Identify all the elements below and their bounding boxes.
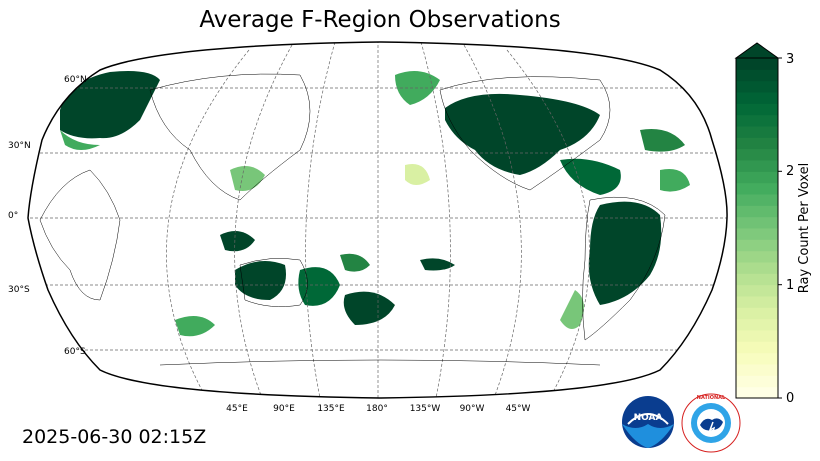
colorbar: 0 1 2 3 Ray Count Per Voxel	[734, 42, 812, 406]
colorbar-stripe	[736, 194, 778, 206]
colorbar-label: Ray Count Per Voxel	[797, 163, 812, 293]
noaa-logo: NOAA	[622, 396, 674, 448]
timestamp: 2025-06-30 02:15Z	[22, 426, 207, 448]
colorbar-stripe	[736, 103, 778, 116]
data-patch-south-america	[560, 201, 662, 329]
colorbar-stripe	[736, 273, 778, 286]
colorbar-ticks	[778, 57, 782, 399]
lon-label-45w: 45°W	[505, 404, 531, 414]
colorbar-stripe	[736, 228, 778, 240]
colorbar-stripe	[736, 171, 778, 184]
colorbar-stripe	[736, 182, 778, 195]
colorbar-stripe	[736, 126, 778, 138]
lon-label-180: 180°	[366, 404, 388, 414]
coastlines	[39, 73, 666, 366]
world-map	[27, 41, 728, 399]
globe-outline	[27, 41, 728, 399]
svg-text:NATIONAL: NATIONAL	[697, 395, 726, 401]
lat-label-60n: 60°N	[64, 75, 87, 85]
colorbar-stripe	[736, 92, 778, 104]
colorbar-stripe	[736, 160, 778, 172]
colorbar-stripe	[736, 137, 778, 150]
colorbar-stripe	[736, 216, 778, 229]
lat-label-60s: 60°S	[64, 347, 86, 357]
lon-label-135e: 135°E	[317, 404, 345, 414]
colorbar-tick-label: 3	[786, 52, 794, 67]
colorbar-gradient	[736, 58, 778, 399]
colorbar-stripe	[736, 307, 778, 320]
colorbar-stripe	[736, 80, 778, 93]
chart-title: Average F-Region Observations	[199, 7, 561, 33]
lat-label-30n: 30°N	[8, 141, 31, 151]
lon-label-135w: 135°W	[409, 404, 441, 414]
colorbar-stripe	[736, 386, 778, 399]
data-patch-pacific	[230, 129, 690, 192]
colorbar-tick-label: 0	[786, 391, 794, 406]
colorbar-stripe	[736, 364, 778, 376]
observation-density-layer	[60, 71, 690, 337]
colorbar-extend-arrow	[734, 42, 780, 59]
colorbar-stripe	[736, 262, 778, 274]
lat-label-0: 0°	[8, 211, 19, 221]
lat-label-30s: 30°S	[8, 285, 30, 295]
colorbar-stripe	[736, 205, 778, 218]
graticule	[28, 42, 728, 398]
colorbar-stripe	[736, 58, 778, 70]
colorbar-stripe	[736, 375, 778, 388]
colorbar-stripe	[736, 250, 778, 263]
nws-logo: NATIONAL	[681, 393, 741, 453]
colorbar-frame	[735, 57, 779, 399]
colorbar-stripe	[736, 318, 778, 331]
colorbar-stripe	[736, 239, 778, 252]
colorbar-stripe	[736, 284, 778, 297]
colorbar-tick-label: 2	[786, 164, 794, 179]
data-patch-australia	[175, 231, 455, 337]
colorbar-tick-label: 1	[786, 278, 794, 293]
lon-label-45e: 45°E	[226, 404, 248, 414]
colorbar-stripe	[736, 114, 778, 127]
colorbar-stripe	[736, 341, 778, 354]
colorbar-stripe	[736, 148, 778, 161]
colorbar-stripe	[736, 352, 778, 365]
colorbar-stripe	[736, 330, 778, 342]
lon-label-90w: 90°W	[459, 404, 485, 414]
lon-label-90e: 90°E	[273, 404, 295, 414]
svg-text:NOAA: NOAA	[634, 413, 663, 423]
colorbar-stripe	[736, 296, 778, 308]
colorbar-stripe	[736, 69, 778, 82]
